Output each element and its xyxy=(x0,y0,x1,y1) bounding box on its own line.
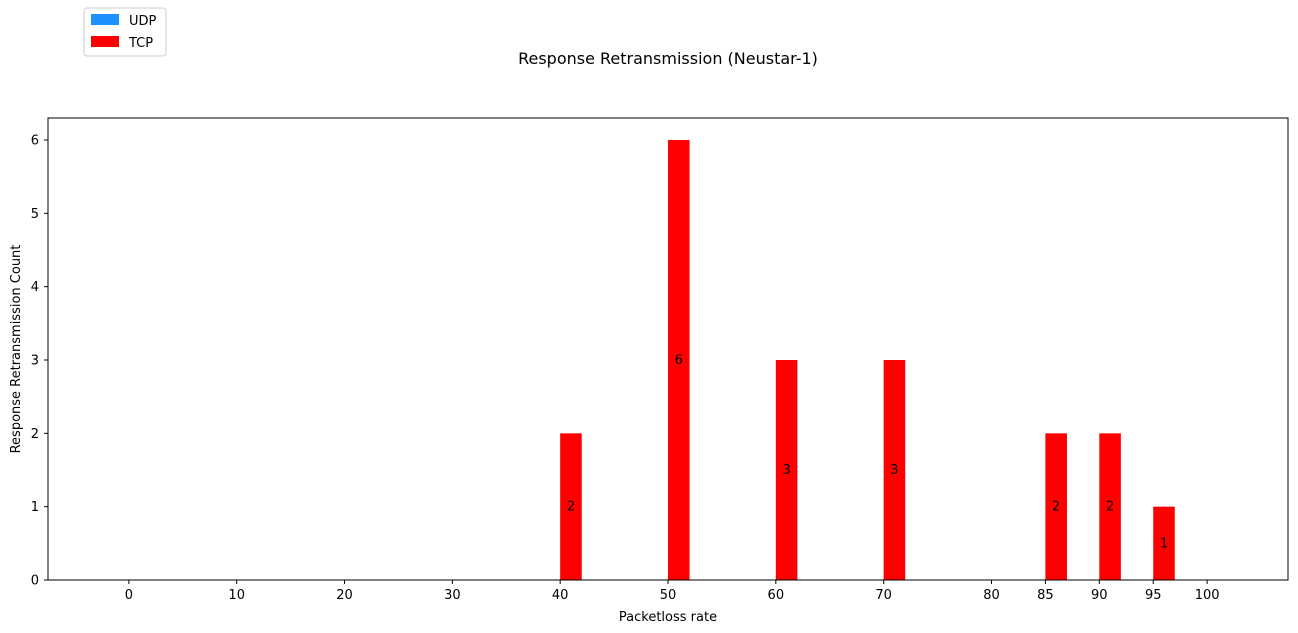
y-axis: 0 1 2 3 4 5 6 xyxy=(31,134,48,589)
y-tick-label-1: 1 xyxy=(31,500,39,515)
x-tick-label-100: 100 xyxy=(1195,588,1220,603)
bars-layer xyxy=(560,140,1175,580)
chart-title: Response Retransmission (Neustar-1) xyxy=(518,49,818,68)
bar-labels-layer: 2 6 3 3 2 2 1 xyxy=(567,353,1168,551)
x-tick-label-0: 0 xyxy=(125,588,133,603)
bar-label-tcp-90: 2 xyxy=(1106,500,1114,515)
x-tick-label-95: 95 xyxy=(1145,588,1162,603)
bar-label-tcp-70: 3 xyxy=(890,463,898,478)
bar-tcp-40 xyxy=(560,433,582,580)
x-tick-label-85: 85 xyxy=(1037,588,1054,603)
x-tick-label-40: 40 xyxy=(552,588,569,603)
bar-label-tcp-95: 1 xyxy=(1160,536,1168,551)
bar-tcp-70 xyxy=(883,360,906,580)
x-tick-label-30: 30 xyxy=(444,588,461,603)
x-axis-label: Packetloss rate xyxy=(619,610,717,625)
x-tick-label-50: 50 xyxy=(660,588,677,603)
y-tick-label-4: 4 xyxy=(31,280,39,295)
y-tick-label-0: 0 xyxy=(31,574,39,589)
bar-label-tcp-50: 6 xyxy=(675,353,683,368)
x-tick-label-60: 60 xyxy=(768,588,785,603)
y-tick-label-6: 6 xyxy=(31,134,39,149)
bar-tcp-60 xyxy=(775,360,798,580)
legend-udp-swatch xyxy=(91,14,119,25)
y-tick-label-5: 5 xyxy=(31,207,39,222)
bar-label-tcp-85: 2 xyxy=(1052,500,1060,515)
x-tick-label-70: 70 xyxy=(875,588,892,603)
bar-tcp-50 xyxy=(668,140,690,580)
x-tick-label-10: 10 xyxy=(228,588,245,603)
legend-tcp-label: TCP xyxy=(128,36,153,51)
legend: UDP TCP xyxy=(83,7,167,57)
y-tick-label-2: 2 xyxy=(31,427,39,442)
x-tick-label-80: 80 xyxy=(983,588,1000,603)
y-axis-label: Response Retransmission Count xyxy=(9,245,24,454)
bar-tcp-85 xyxy=(1045,433,1067,580)
bar-label-tcp-40: 2 xyxy=(567,500,575,515)
legend-tcp-swatch xyxy=(91,36,119,47)
x-axis: 0 10 20 30 40 50 60 70 80 85 90 95 100 xyxy=(125,580,1220,603)
bar-tcp-95 xyxy=(1153,506,1175,580)
bar-label-tcp-60: 3 xyxy=(782,463,790,478)
y-tick-label-3: 3 xyxy=(31,354,39,369)
legend-udp-label: UDP xyxy=(129,14,157,29)
x-tick-label-20: 20 xyxy=(336,588,353,603)
bar-tcp-90 xyxy=(1099,433,1121,580)
x-tick-label-90: 90 xyxy=(1091,588,1108,603)
